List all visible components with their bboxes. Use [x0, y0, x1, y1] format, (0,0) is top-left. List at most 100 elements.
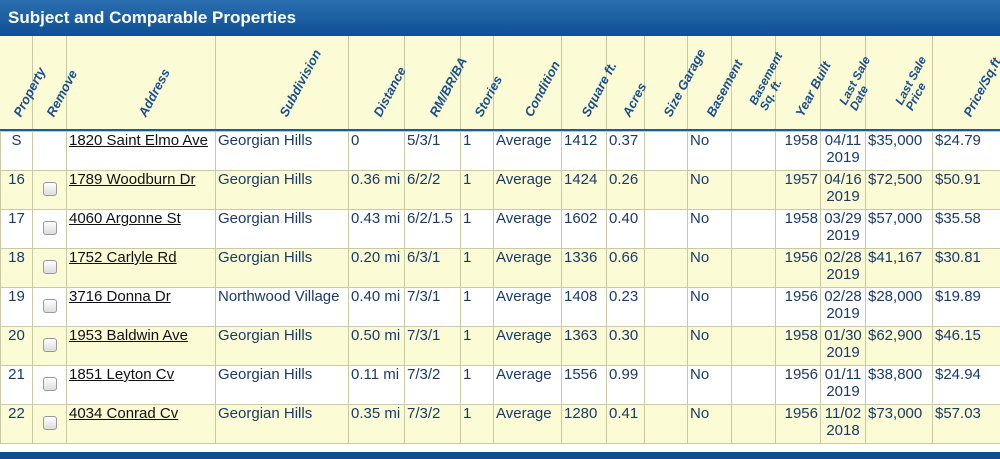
cell-last_sale_date: 03/29 2019 [820, 209, 866, 249]
cell-basement: No [687, 326, 732, 366]
remove-checkbox[interactable] [42, 221, 57, 235]
cell-last_sale_price: $73,000 [865, 404, 933, 444]
cell-value: 7/3/1 [407, 288, 441, 306]
column-header-property: Property [0, 36, 49, 129]
cell-value: 1 [463, 249, 472, 267]
cell-value: $62,900 [868, 327, 923, 345]
column-header-condition: Condition [493, 36, 563, 129]
cell-property: 18 [0, 248, 33, 288]
cell-acres: 0.26 [606, 170, 645, 210]
cell-value: Average [496, 210, 552, 228]
cell-value: 1956 [784, 249, 818, 267]
column-header-remove: Remove [32, 36, 80, 129]
remove-checkbox[interactable] [42, 377, 57, 391]
cell-year_built: 1956 [775, 365, 821, 405]
cell-basement_sqft [731, 170, 776, 210]
cell-acres: 0.23 [606, 287, 645, 327]
cell-rmbrba: 5/3/1 [404, 131, 461, 171]
cell-last_sale_date: 04/11 2019 [820, 131, 866, 171]
cell-sqft: 1602 [561, 209, 607, 249]
cell-value: Average [496, 288, 552, 306]
bottom-border [0, 452, 1000, 459]
cell-rmbrba: 7/3/1 [404, 326, 461, 366]
cell-property: S [0, 131, 33, 171]
cell-value: 04/11 2019 [824, 132, 862, 167]
cell-value: 01/30 2019 [824, 327, 862, 362]
address-link[interactable]: 1820 Saint Elmo Ave [69, 132, 208, 150]
cell-address: 1851 Leyton Cv [66, 365, 216, 405]
cell-stories: 1 [460, 170, 494, 210]
cell-value: Georgian Hills [218, 405, 313, 423]
cell-garage [644, 209, 688, 249]
cell-value: Georgian Hills [218, 171, 313, 189]
cell-value: 03/29 2019 [824, 210, 862, 245]
cell-value: 1 [463, 210, 472, 228]
column-header-basement_sqft: Basement Sq. ft. [731, 36, 785, 129]
cell-subdivision: Georgian Hills [215, 248, 349, 288]
cell-basement: No [687, 404, 732, 444]
cell-basement_sqft [731, 365, 776, 405]
cell-value: 18 [8, 249, 25, 267]
address-link[interactable]: 1851 Leyton Cv [69, 366, 175, 384]
cell-distance: 0.35 mi [348, 404, 405, 444]
column-header-garage: Size Garage [644, 36, 708, 129]
cell-condition: Average [493, 170, 562, 210]
cell-remove [32, 404, 67, 444]
remove-checkbox[interactable] [42, 416, 57, 430]
cell-value: $30.81 [935, 249, 981, 267]
cell-value: No [690, 288, 710, 306]
cell-acres: 0.30 [606, 326, 645, 366]
cell-value: 02/28 2019 [824, 249, 862, 284]
address-link[interactable]: 4060 Argonne St [69, 210, 181, 228]
cell-value: 6/2/1.5 [407, 210, 453, 228]
remove-checkbox[interactable] [42, 182, 57, 196]
column-header-label-line1: Price/Sq.ft. [960, 52, 1000, 120]
cell-basement_sqft [731, 404, 776, 444]
address-link[interactable]: 3716 Donna Dr [69, 288, 171, 306]
column-header-label: Subdivision [276, 47, 324, 119]
remove-checkbox[interactable] [42, 260, 57, 274]
cell-value: 1280 [564, 405, 598, 423]
cell-acres: 0.66 [606, 248, 645, 288]
cell-value: Georgian Hills [218, 132, 313, 150]
cell-value: 0.43 mi [351, 210, 401, 228]
cell-value: Average [496, 171, 552, 189]
cell-value: No [690, 366, 710, 384]
column-header-year_built: Year Built [775, 36, 833, 129]
address-link[interactable]: 1752 Carlyle Rd [69, 249, 177, 267]
cell-distance: 0.11 mi [348, 365, 405, 405]
cell-last_sale_date: 04/16 2019 [820, 170, 866, 210]
table-row: 17 4060 Argonne St Georgian Hills 0.43 mi 6/… [0, 209, 1000, 249]
cell-last_sale_date: 02/28 2019 [820, 248, 866, 288]
cell-condition: Average [493, 248, 562, 288]
cell-basement_sqft [731, 131, 776, 171]
cell-value: No [690, 210, 710, 228]
cell-value: 0.40 mi [351, 288, 401, 306]
cell-garage [644, 131, 688, 171]
cell-stories: 1 [460, 287, 494, 327]
column-header-price_sqft: Price/Sq.ft. [932, 36, 1000, 129]
cell-value: No [690, 327, 710, 345]
address-link[interactable]: 1789 Woodburn Dr [69, 171, 196, 189]
cell-property: 21 [0, 365, 33, 405]
address-link[interactable]: 4034 Conrad Cv [69, 405, 179, 423]
cell-value: 7/3/2 [407, 366, 441, 384]
cell-value: No [690, 405, 710, 423]
remove-checkbox[interactable] [42, 299, 57, 313]
remove-checkbox[interactable] [42, 338, 57, 352]
cell-remove [32, 170, 67, 210]
cell-garage [644, 287, 688, 327]
cell-last_sale_price: $72,500 [865, 170, 933, 210]
cell-basement_sqft [731, 287, 776, 327]
cell-subdivision: Georgian Hills [215, 131, 349, 171]
cell-year_built: 1958 [775, 326, 821, 366]
cell-subdivision: Northwood Village [215, 287, 349, 327]
cell-value: 6/3/1 [407, 249, 441, 267]
cell-value: Georgian Hills [218, 210, 313, 228]
cell-sqft: 1424 [561, 170, 607, 210]
cell-value: $57.03 [935, 405, 981, 423]
cell-acres: 0.37 [606, 131, 645, 171]
cell-last_sale_price: $28,000 [865, 287, 933, 327]
address-link[interactable]: 1953 Baldwin Ave [69, 327, 188, 345]
cell-value: 1956 [784, 366, 818, 384]
